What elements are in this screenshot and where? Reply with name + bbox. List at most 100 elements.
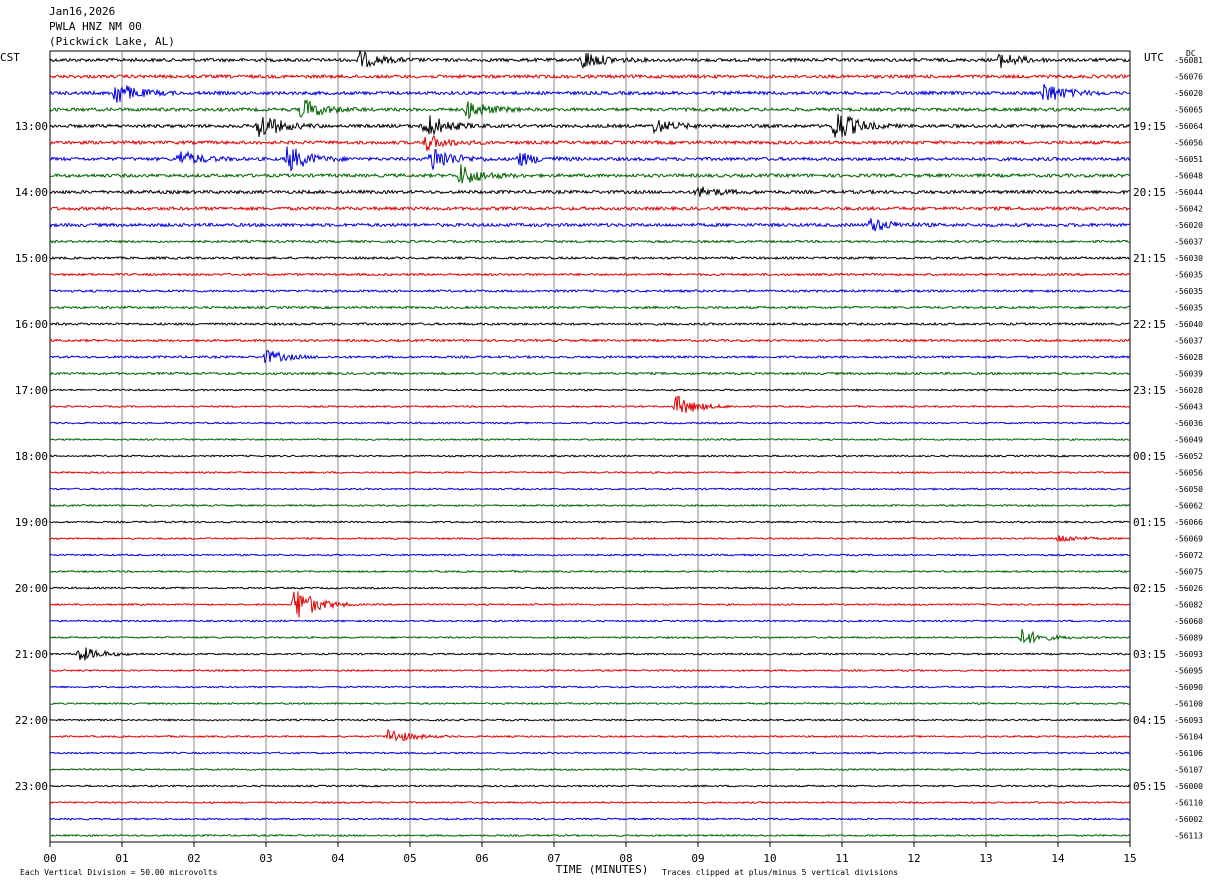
seismic-trace: [49, 205, 1131, 212]
seismic-trace: [49, 305, 1131, 310]
dc-offset-label: -56110: [1174, 799, 1203, 808]
dc-offset-label: -56113: [1174, 832, 1203, 841]
dc-offset-label: -56044: [1174, 188, 1203, 197]
seismic-trace: [49, 470, 1131, 475]
x-tick-label: 02: [187, 852, 200, 865]
utc-hour-label: 04:15: [1133, 714, 1166, 727]
x-tick-label: 10: [763, 852, 776, 865]
dc-offset-label: -56072: [1174, 551, 1203, 560]
dc-offset-label: -56052: [1174, 452, 1203, 461]
x-tick-label: 13: [979, 852, 992, 865]
utc-hour-label: 02:15: [1133, 582, 1166, 595]
seismic-trace: [49, 503, 1131, 508]
cst-hour-label: 14:00: [15, 186, 48, 199]
seismic-trace: [49, 728, 1131, 742]
seismic-trace: [49, 134, 1131, 152]
cst-hour-label: 18:00: [15, 450, 48, 463]
dc-label: DC: [1186, 49, 1196, 58]
x-axis-title: TIME (MINUTES): [556, 863, 649, 876]
seismic-trace: [49, 272, 1131, 277]
date-label: Jan16,2026: [49, 5, 116, 18]
seismic-trace: [49, 767, 1131, 772]
clip-note: Traces clipped at plus/minus 5 vertical …: [662, 868, 898, 877]
cst-hour-label: 16:00: [15, 318, 48, 331]
dc-offset-label: -56036: [1174, 419, 1203, 428]
dc-offset-label: -56043: [1174, 403, 1203, 412]
cst-hour-label: 19:00: [15, 516, 48, 529]
dc-offset-label: -56076: [1174, 73, 1203, 82]
dc-offset-label: -56040: [1174, 320, 1203, 329]
seismic-trace: [49, 321, 1131, 327]
dc-offset-label: -56028: [1174, 353, 1203, 362]
dc-offset-label: -56065: [1174, 106, 1203, 115]
dc-offset-label: -56030: [1174, 254, 1203, 263]
seismic-trace: [49, 784, 1131, 788]
seismic-trace: [49, 553, 1131, 557]
utc-hour-label: 19:15: [1133, 120, 1166, 133]
utc-axis-label: UTC: [1144, 51, 1164, 64]
cst-hour-label: 23:00: [15, 780, 48, 793]
seismic-trace: [49, 833, 1131, 838]
seismic-trace: [49, 288, 1131, 294]
seismic-trace: [49, 628, 1131, 644]
seismic-trace: [49, 186, 1130, 198]
utc-hour-label: 20:15: [1133, 186, 1166, 199]
utc-hour-label: 03:15: [1133, 648, 1166, 661]
dc-offset-label: -56026: [1174, 584, 1203, 593]
seismic-trace: [49, 437, 1131, 442]
dc-offset-label: -56051: [1174, 155, 1203, 164]
dc-offset-label: -56082: [1174, 601, 1203, 610]
x-tick-label: 01: [115, 852, 128, 865]
seismic-trace: [49, 239, 1131, 244]
seismic-trace: [49, 591, 1131, 618]
x-tick-label: 14: [1051, 852, 1065, 865]
dc-offset-label: -56093: [1174, 716, 1203, 725]
seismic-trace: [49, 701, 1131, 706]
utc-hour-label: 22:15: [1133, 318, 1166, 331]
x-tick-label: 00: [43, 852, 56, 865]
utc-hour-label: 00:15: [1133, 450, 1166, 463]
dc-offset-label: -56035: [1174, 287, 1203, 296]
dc-offset-label: -56060: [1174, 617, 1203, 626]
seismic-trace: [49, 800, 1131, 805]
dc-offset-label: -56062: [1174, 502, 1203, 511]
seismic-trace: [49, 668, 1131, 673]
dc-offset-label: -56020: [1174, 89, 1203, 98]
vertical-division-note: Each Vertical Division = 50.00 microvolt…: [20, 868, 218, 877]
dc-offset-label: -56100: [1174, 700, 1203, 709]
dc-offset-label: -56089: [1174, 634, 1203, 643]
x-tick-label: 06: [475, 852, 488, 865]
x-tick-label: 11: [835, 852, 848, 865]
dc-offset-label: -56020: [1174, 221, 1203, 230]
seismic-trace: [49, 255, 1131, 261]
dc-offset-label: -56069: [1174, 535, 1203, 544]
dc-offset-label: -56075: [1174, 568, 1203, 577]
utc-hour-label: 23:15: [1133, 384, 1166, 397]
cst-hour-label: 17:00: [15, 384, 48, 397]
dc-offset-label: -56037: [1174, 337, 1203, 346]
seismic-trace: [49, 49, 1131, 69]
dc-offset-label: -56028: [1174, 386, 1203, 395]
location-label: (Pickwick Lake, AL): [49, 35, 175, 48]
cst-hour-label: 21:00: [15, 648, 48, 661]
seismic-trace: [49, 647, 1131, 661]
seismic-trace: [49, 98, 1131, 120]
cst-hour-label: 15:00: [15, 252, 48, 265]
seismic-trace: [49, 619, 1131, 623]
cst-hour-label: 22:00: [15, 714, 48, 727]
dc-offset-label: -56035: [1174, 304, 1203, 313]
dc-offset-label: -56066: [1174, 518, 1203, 527]
dc-offset-label: -56056: [1174, 139, 1203, 148]
seismic-trace: [49, 718, 1131, 722]
dc-offset-label: -56000: [1174, 782, 1203, 791]
x-tick-label: 07: [547, 852, 560, 865]
seismic-trace: [49, 338, 1131, 343]
dc-offset-label: -56090: [1174, 683, 1203, 692]
seismic-trace: [49, 395, 1131, 413]
dc-offset-label: -56042: [1174, 205, 1203, 214]
dc-offset-label: -56104: [1174, 733, 1203, 742]
seismic-trace: [49, 218, 1131, 232]
x-tick-label: 04: [331, 852, 345, 865]
station-label: PWLA HNZ NM 00: [49, 20, 142, 33]
dc-offset-label: -56049: [1174, 436, 1203, 445]
